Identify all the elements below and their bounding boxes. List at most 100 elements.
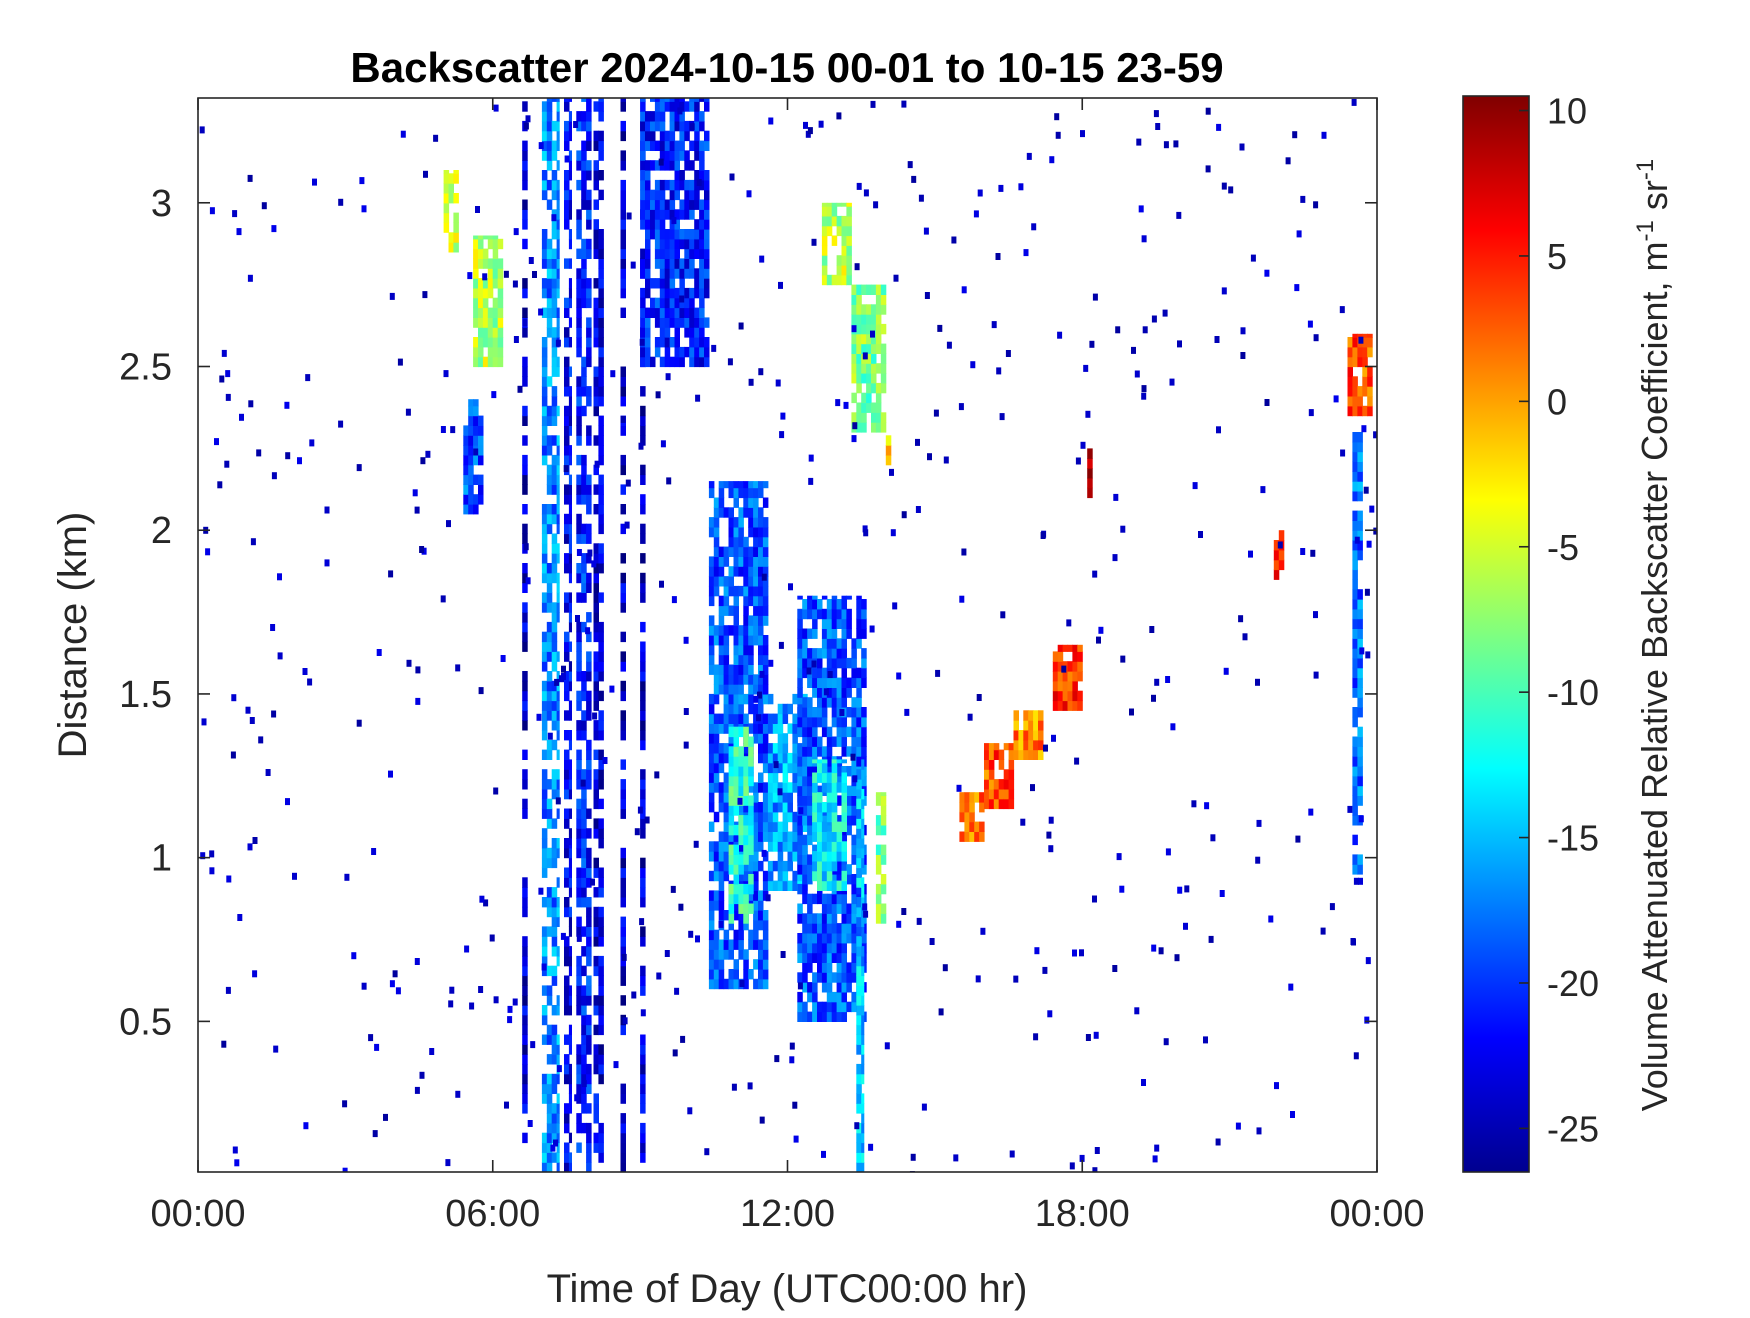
- heatmap-cell: [718, 743, 725, 754]
- heatmap-cell: [856, 897, 862, 908]
- noise-speckle: [630, 261, 636, 269]
- heatmap-cell: [586, 1103, 592, 1114]
- y-axis: 0.511.522.53: [119, 183, 1377, 1043]
- heatmap-cell: [546, 621, 553, 633]
- heatmap-cell: [551, 818, 558, 829]
- heatmap-cell: [620, 258, 626, 269]
- heatmap-cell: [689, 140, 695, 151]
- noise-speckle: [775, 379, 781, 387]
- noise-speckle: [958, 403, 964, 411]
- heatmap-cell: [546, 1162, 553, 1172]
- heatmap-cell: [807, 707, 813, 718]
- heatmap-cell: [748, 939, 754, 950]
- heatmap-cell: [593, 720, 599, 731]
- heatmap-cell: [598, 1142, 604, 1153]
- heatmap-cell: [640, 415, 646, 426]
- heatmap-cell: [733, 546, 739, 557]
- heatmap-cell: [620, 690, 626, 702]
- heatmap-cell: [861, 788, 865, 800]
- heatmap-cell: [713, 811, 720, 823]
- noise-speckle: [672, 1049, 678, 1057]
- heatmap-cell: [836, 274, 843, 286]
- heatmap-cell: [723, 585, 730, 597]
- heatmap-cell: [782, 713, 789, 724]
- heatmap-cell: [826, 1001, 833, 1013]
- noise-speckle: [938, 1008, 944, 1016]
- heatmap-cell: [767, 821, 774, 832]
- heatmap-cell: [478, 435, 484, 446]
- heatmap-cell: [743, 664, 749, 675]
- heatmap-cell: [812, 608, 818, 620]
- heatmap-cell: [762, 910, 769, 921]
- noise-speckle: [200, 852, 206, 860]
- heatmap-cell: [733, 795, 739, 806]
- heatmap-cell: [797, 775, 803, 787]
- heatmap-cell: [551, 739, 558, 751]
- heatmap-cell: [546, 513, 553, 525]
- heatmap-cell: [556, 494, 560, 505]
- heatmap-cell: [586, 651, 592, 662]
- heatmap-cell: [856, 756, 862, 767]
- heatmap-cell: [586, 877, 592, 888]
- heatmap-cell: [846, 766, 852, 777]
- heatmap-cell: [812, 802, 818, 813]
- heatmap-cell: [522, 582, 528, 593]
- heatmap-cell: [861, 985, 865, 996]
- noise-speckle: [338, 198, 344, 206]
- heatmap-cell: [556, 229, 560, 240]
- heatmap-cell: [762, 595, 769, 607]
- heatmap-cell: [708, 929, 715, 941]
- heatmap-cell: [959, 831, 965, 842]
- heatmap-cell: [568, 523, 572, 535]
- heatmap-cell: [856, 883, 862, 895]
- heatmap-cell: [821, 716, 828, 728]
- heatmap-cell: [875, 854, 882, 865]
- heatmap-cell: [645, 287, 651, 299]
- noise-speckle: [896, 920, 902, 928]
- heatmap-cell: [699, 219, 705, 230]
- heatmap-cell: [556, 199, 560, 210]
- heatmap-cell: [817, 1011, 823, 1022]
- heatmap-cell: [1077, 671, 1083, 682]
- heatmap-cell: [826, 766, 833, 777]
- heatmap-cell: [568, 779, 572, 790]
- heatmap-cell: [821, 726, 828, 738]
- heatmap-cell: [856, 1073, 862, 1085]
- heatmap-cell: [748, 874, 754, 885]
- noise-speckle: [1373, 431, 1377, 439]
- heatmap-cell: [598, 1044, 604, 1055]
- heatmap-cell: [699, 179, 705, 191]
- noise-speckle: [209, 867, 215, 875]
- heatmap-cell: [473, 405, 479, 417]
- heatmap-cell: [738, 517, 744, 528]
- noise-speckle: [1290, 1111, 1295, 1118]
- heatmap-cell: [964, 821, 970, 832]
- heatmap-cell: [593, 396, 599, 407]
- noise-speckle: [756, 714, 761, 722]
- heatmap-cell: [875, 402, 882, 413]
- heatmap-cell: [718, 595, 725, 607]
- heatmap-cell: [821, 923, 828, 934]
- heatmap-cell: [659, 337, 666, 348]
- heatmap-cell: [640, 1122, 646, 1134]
- heatmap-cell: [487, 287, 494, 299]
- heatmap-cell: [880, 883, 887, 895]
- heatmap-cell: [522, 946, 528, 957]
- heatmap-cell: [620, 887, 626, 898]
- heatmap-cell: [586, 1142, 592, 1153]
- noise-speckle: [555, 797, 561, 805]
- heatmap-cell: [556, 160, 560, 171]
- heatmap-cell: [758, 900, 764, 911]
- heatmap-cell: [581, 199, 587, 210]
- heatmap-cell: [593, 130, 599, 142]
- heatmap-cell: [861, 946, 865, 957]
- noise-speckle: [904, 708, 910, 716]
- x-tick-label: 00:00: [1329, 1193, 1424, 1235]
- heatmap-cell: [723, 870, 730, 882]
- heatmap-cell: [468, 399, 474, 407]
- heatmap-cell: [522, 199, 528, 210]
- heatmap-cell: [851, 923, 857, 934]
- heatmap-cell: [564, 179, 570, 191]
- heatmap-cell: [807, 795, 813, 806]
- heatmap-cell: [694, 356, 700, 368]
